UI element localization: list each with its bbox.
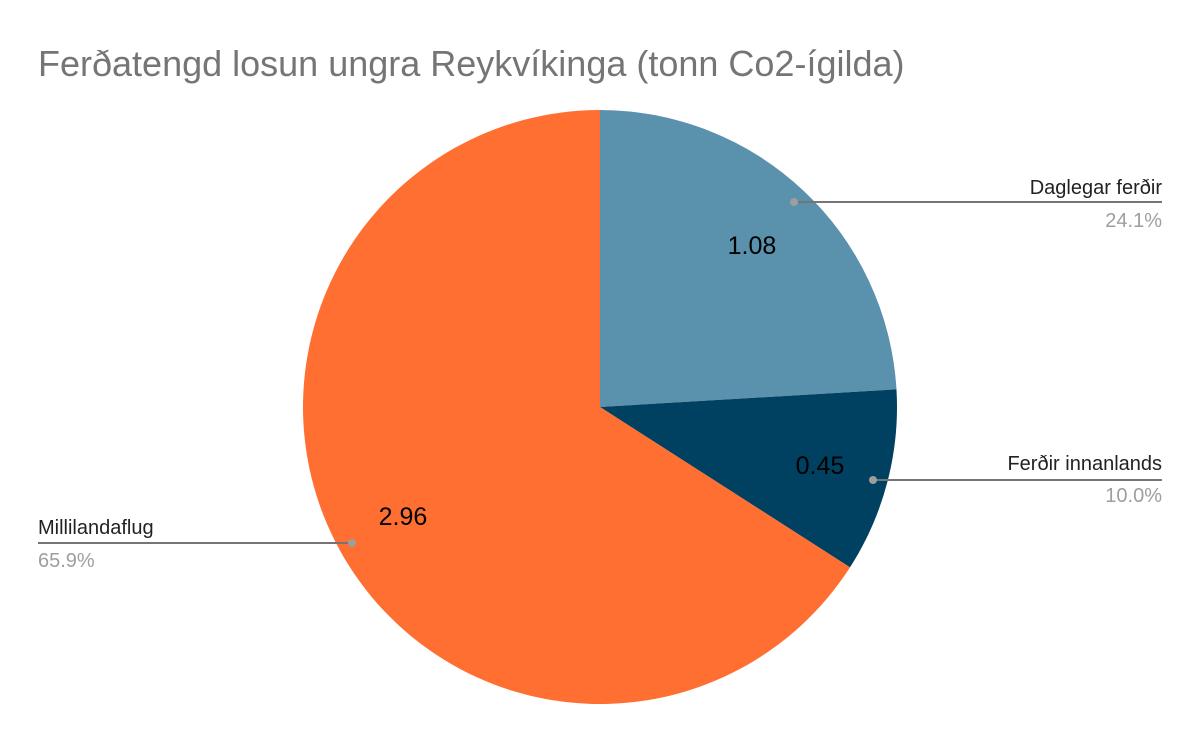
slice-value-label: 2.96 [379,503,428,531]
callout-percent-label: 65.9% [38,550,95,572]
pie-slice-millilandaflug [302,110,851,704]
callout-percent-label: 10.0% [1105,485,1162,507]
chart-title: Ferðatengd losun ungra Reykvíkinga (tonn… [38,43,905,84]
callout-category-label: Ferðir innanlands [1007,453,1162,475]
pie-slices [302,110,898,704]
slice-value-labels: 1.08 0.45 2.96 [379,232,845,531]
pie-slice-ferðir-innanlands [600,389,898,568]
pie-slice-daglegar-ferðir [600,110,897,407]
callout-dot [348,539,356,547]
callout-dot [790,198,798,206]
callout-percent-label: 24.1% [1105,210,1162,232]
callout-labels: Daglegar ferðir 24.1% Ferðir innanlands 10.… [38,177,1162,572]
callout-dot [869,476,877,484]
slice-value-label: 0.45 [796,452,845,480]
callout-category-label: Millilandaflug [38,517,154,539]
callout-category-label: Daglegar ferðir [1030,177,1163,199]
slice-value-label: 1.08 [728,232,777,260]
